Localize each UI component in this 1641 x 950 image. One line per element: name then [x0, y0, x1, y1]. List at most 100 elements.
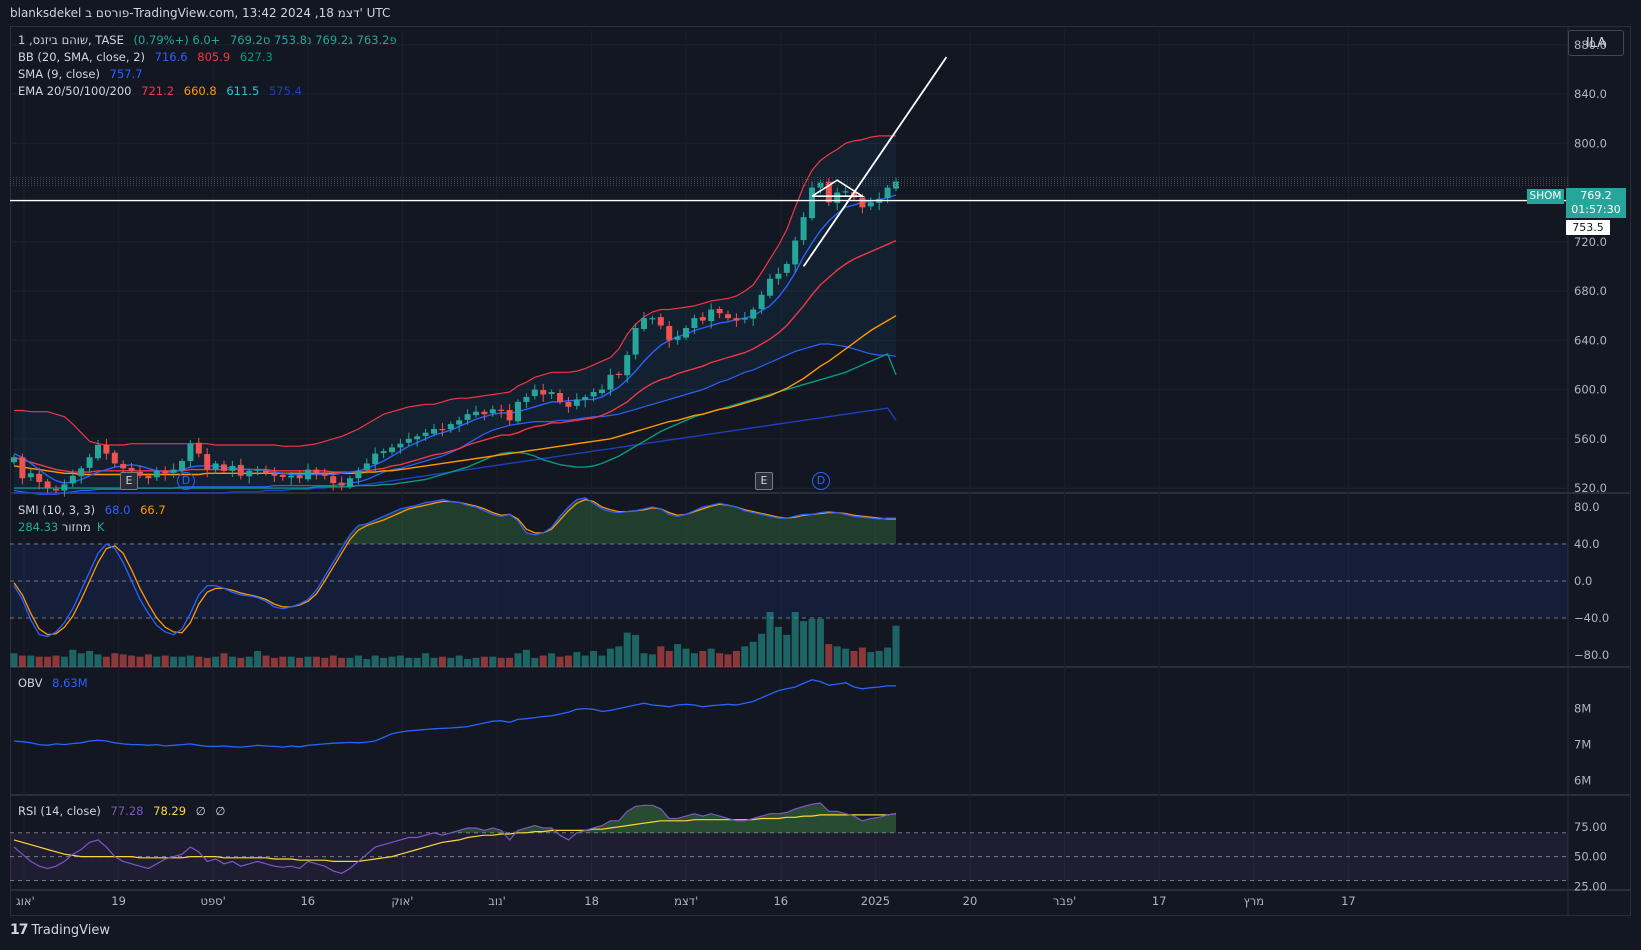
candle-body[interactable] [699, 317, 706, 321]
candle-body[interactable] [128, 467, 135, 471]
candle-body[interactable] [254, 469, 261, 471]
candle-body[interactable] [321, 472, 328, 476]
candle-body[interactable] [313, 469, 320, 474]
candle-body[interactable] [296, 475, 303, 479]
sma-legend[interactable]: SMA (9, close) 757.7 [18, 67, 149, 81]
candle-body[interactable] [19, 457, 26, 479]
trend-line[interactable] [802, 56, 948, 267]
obv-legend[interactable]: OBV 8.63M [18, 676, 94, 690]
candle-body[interactable] [498, 409, 505, 411]
candle-body[interactable] [851, 192, 857, 198]
candle-body[interactable] [825, 181, 832, 203]
candle-body[interactable] [489, 409, 496, 414]
candle-body[interactable] [27, 473, 34, 478]
candle-body[interactable] [363, 463, 370, 470]
candle-body[interactable] [405, 438, 412, 443]
candle-body[interactable] [767, 278, 773, 296]
candle-body[interactable] [11, 457, 17, 463]
candle-body[interactable] [775, 273, 782, 279]
candle-body[interactable] [582, 396, 589, 400]
bb-legend[interactable]: BB (20, SMA, close, 2) 716.6 805.9 627.3 [18, 50, 279, 64]
candle-body[interactable] [884, 187, 891, 199]
volume-legend[interactable]: מחזור 284.33K [18, 520, 110, 534]
candle-body[interactable] [733, 318, 740, 321]
candle-body[interactable] [53, 489, 59, 491]
candle-body[interactable] [607, 374, 614, 390]
candle-body[interactable] [783, 263, 790, 273]
candle-body[interactable] [741, 318, 748, 320]
candle-body[interactable] [44, 481, 51, 489]
candle-body[interactable] [649, 318, 656, 320]
candle-body[interactable] [464, 414, 471, 420]
candle-body[interactable] [69, 475, 76, 484]
candle-body[interactable] [78, 468, 85, 477]
candle-body[interactable] [708, 309, 715, 322]
candle-body[interactable] [263, 470, 269, 474]
candle-body[interactable] [792, 240, 799, 265]
candle-body[interactable] [657, 317, 664, 326]
candle-body[interactable] [506, 410, 513, 421]
candle-body[interactable] [187, 443, 194, 461]
candle-body[interactable] [666, 326, 673, 341]
candle-body[interactable] [120, 463, 127, 469]
candle-body[interactable] [691, 318, 698, 328]
candle-body[interactable] [212, 463, 219, 470]
candle-body[interactable] [481, 411, 488, 415]
candle-body[interactable] [271, 473, 278, 476]
candle-body[interactable] [221, 464, 227, 471]
candle-body[interactable] [809, 187, 815, 219]
candle-body[interactable] [632, 327, 639, 355]
candle-body[interactable] [204, 454, 211, 470]
candle-body[interactable] [380, 451, 387, 454]
candle-body[interactable] [372, 453, 379, 464]
candle-body[interactable] [61, 484, 68, 491]
candle-body[interactable] [565, 401, 572, 407]
tradingview-brand[interactable]: 17 TradingView [10, 922, 110, 938]
candle-body[interactable] [145, 475, 152, 479]
earnings-badge-1[interactable]: E [120, 472, 138, 490]
rsi-legend[interactable]: RSI (14, close) 77.28 78.29 ∅ ∅ [18, 804, 231, 818]
currency-button[interactable]: ILA [1568, 30, 1624, 56]
candle-body[interactable] [834, 192, 841, 203]
candle-body[interactable] [103, 444, 110, 454]
dividend-badge-2[interactable]: D [812, 472, 830, 490]
candle-body[interactable] [447, 424, 454, 430]
candle-body[interactable] [540, 390, 547, 395]
candle-body[interactable] [557, 393, 563, 402]
candle-body[interactable] [615, 373, 622, 376]
candle-body[interactable] [355, 470, 362, 479]
candle-body[interactable] [246, 470, 253, 477]
candle-body[interactable] [389, 447, 395, 453]
candle-body[interactable] [842, 191, 849, 193]
smi-legend[interactable]: SMI (10, 3, 3) 68.0 66.7 [18, 503, 172, 517]
candle-body[interactable] [397, 443, 404, 448]
candle-body[interactable] [473, 411, 479, 416]
candle-body[interactable] [590, 392, 597, 397]
candle-body[interactable] [431, 428, 437, 434]
dividend-badge-1[interactable]: D [177, 472, 195, 490]
candle-body[interactable] [86, 457, 93, 468]
candle-body[interactable] [288, 475, 295, 478]
candle-body[interactable] [758, 294, 765, 310]
candle-body[interactable] [170, 469, 177, 473]
candle-body[interactable] [95, 444, 101, 459]
candle-body[interactable] [573, 399, 580, 406]
candle-body[interactable] [229, 465, 236, 471]
candle-body[interactable] [237, 464, 244, 476]
candle-body[interactable] [641, 318, 647, 329]
candle-body[interactable] [347, 478, 353, 487]
candle-body[interactable] [750, 309, 757, 319]
candle-body[interactable] [859, 197, 866, 208]
ema-legend[interactable]: EMA 20/50/100/200 721.2 660.8 611.5 575.… [18, 84, 308, 98]
candle-body[interactable] [338, 482, 345, 486]
candle-body[interactable] [515, 401, 521, 422]
candle-body[interactable] [305, 469, 311, 480]
candle-body[interactable] [867, 202, 874, 207]
candle-body[interactable] [179, 460, 185, 471]
candle-body[interactable] [456, 420, 463, 425]
candle-body[interactable] [153, 470, 160, 478]
triangle-drawing[interactable] [811, 179, 866, 198]
candle-body[interactable] [162, 471, 169, 474]
candle-body[interactable] [523, 396, 530, 402]
